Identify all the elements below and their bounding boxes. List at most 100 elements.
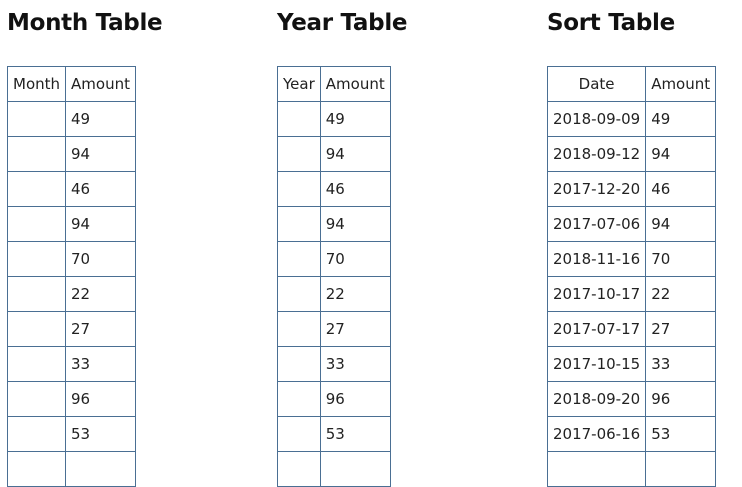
table-cell-amount: 94 (65, 206, 136, 242)
table-row: 2017-07-06 94 (546, 206, 717, 242)
table-cell-key (277, 206, 321, 242)
table-cell-amount: 94 (319, 206, 391, 242)
year-column-header[interactable]: Year (277, 66, 321, 102)
table-cell-amount: 22 (645, 276, 717, 312)
table-cell-key (277, 276, 321, 312)
table-cell-key (6, 346, 67, 382)
table-cell-key: 2017-10-15 (546, 346, 647, 382)
table-cell-key (277, 241, 321, 277)
table-cell-amount: 33 (65, 346, 136, 382)
month-table: Month Amount 49 94 46 94 70 22 27 33 96 53 (6, 66, 136, 487)
table-cell-amount: 96 (319, 381, 391, 417)
month-column-header[interactable]: Month (6, 66, 67, 102)
table-row: 94 (6, 206, 136, 242)
table-cell-key: 2018-11-16 (546, 241, 647, 277)
year-table-title: Year Table (277, 10, 408, 36)
table-cell-key (546, 451, 647, 487)
table-row: 94 (277, 136, 391, 172)
amount-column-header[interactable]: Amount (65, 66, 136, 102)
table-cell-key (6, 416, 67, 452)
table-cell-amount: 94 (319, 136, 391, 172)
table-row: 96 (277, 381, 391, 417)
table-row: 53 (6, 416, 136, 452)
table-row: 46 (6, 171, 136, 207)
table-cell-amount: 70 (645, 241, 717, 277)
table-cell-amount: 49 (645, 101, 717, 137)
table-cell-key: 2018-09-09 (546, 101, 647, 137)
table-row: 2018-11-16 70 (546, 241, 717, 277)
table-row: 70 (6, 241, 136, 277)
table-row: 49 (277, 101, 391, 137)
table-cell-key (277, 346, 321, 382)
table-row: 46 (277, 171, 391, 207)
month-table-title: Month Table (7, 10, 163, 36)
table-cell-amount: 33 (645, 346, 717, 382)
table-cell-amount: 53 (645, 416, 717, 452)
table-cell-key (277, 101, 321, 137)
year-table: Year Amount 49 94 46 94 70 22 27 33 96 53 (277, 66, 391, 487)
table-cell-key: 2017-10-17 (546, 276, 647, 312)
date-column-header[interactable]: Date (546, 66, 647, 102)
table-row: 27 (6, 311, 136, 347)
table-cell-amount: 53 (319, 416, 391, 452)
table-row: 96 (6, 381, 136, 417)
table-row: 27 (277, 311, 391, 347)
table-row: 49 (6, 101, 136, 137)
table-header-row: Year Amount (277, 66, 391, 102)
table-row: 2017-10-17 22 (546, 276, 717, 312)
table-cell-key (6, 241, 67, 277)
amount-column-header[interactable]: Amount (645, 66, 717, 102)
table-cell-amount: 94 (65, 136, 136, 172)
table-cell-amount: 96 (645, 381, 717, 417)
table-cell-amount: 49 (319, 101, 391, 137)
table-row: 2017-06-16 53 (546, 416, 717, 452)
table-cell-amount: 22 (319, 276, 391, 312)
sort-table-title: Sort Table (547, 10, 675, 36)
table-row: 94 (6, 136, 136, 172)
table-row: 2017-12-20 46 (546, 171, 717, 207)
table-cell-amount: 33 (319, 346, 391, 382)
table-cell-amount: 27 (65, 311, 136, 347)
table-cell-key: 2018-09-20 (546, 381, 647, 417)
sort-table: Date Amount 2018-09-09 49 2018-09-12 94 2017… (546, 66, 717, 487)
table-cell-key: 2017-12-20 (546, 171, 647, 207)
table-cell-amount: 96 (65, 381, 136, 417)
table-row: 2018-09-12 94 (546, 136, 717, 172)
table-row: 2018-09-09 49 (546, 101, 717, 137)
table-cell-amount: 70 (319, 241, 391, 277)
table-cell-key (277, 451, 321, 487)
table-cell-key (6, 206, 67, 242)
table-cell-key: 2018-09-12 (546, 136, 647, 172)
table-row: 22 (6, 276, 136, 312)
table-cell-key (6, 311, 67, 347)
table-cell-amount (645, 451, 717, 487)
table-cell-key (6, 451, 67, 487)
table-cell-amount: 94 (645, 206, 717, 242)
table-cell-key: 2017-07-17 (546, 311, 647, 347)
table-cell-key (277, 136, 321, 172)
table-row: 33 (277, 346, 391, 382)
table-cell-amount: 53 (65, 416, 136, 452)
table-cell-key (6, 171, 67, 207)
table-header-row: Date Amount (546, 66, 717, 102)
table-cell-amount (65, 451, 136, 487)
table-row: 2017-10-15 33 (546, 346, 717, 382)
table-cell-amount: 46 (65, 171, 136, 207)
table-row (546, 451, 717, 487)
table-row: 22 (277, 276, 391, 312)
table-cell-key: 2017-07-06 (546, 206, 647, 242)
table-cell-key: 2017-06-16 (546, 416, 647, 452)
table-row: 2017-07-17 27 (546, 311, 717, 347)
table-cell-amount: 46 (645, 171, 717, 207)
table-cell-amount: 46 (319, 171, 391, 207)
table-row: 94 (277, 206, 391, 242)
table-row: 70 (277, 241, 391, 277)
table-row (277, 451, 391, 487)
table-cell-amount (319, 451, 391, 487)
amount-column-header[interactable]: Amount (319, 66, 391, 102)
table-cell-key (6, 136, 67, 172)
table-cell-key (6, 381, 67, 417)
table-cell-key (6, 101, 67, 137)
table-cell-amount: 27 (319, 311, 391, 347)
table-cell-amount: 49 (65, 101, 136, 137)
